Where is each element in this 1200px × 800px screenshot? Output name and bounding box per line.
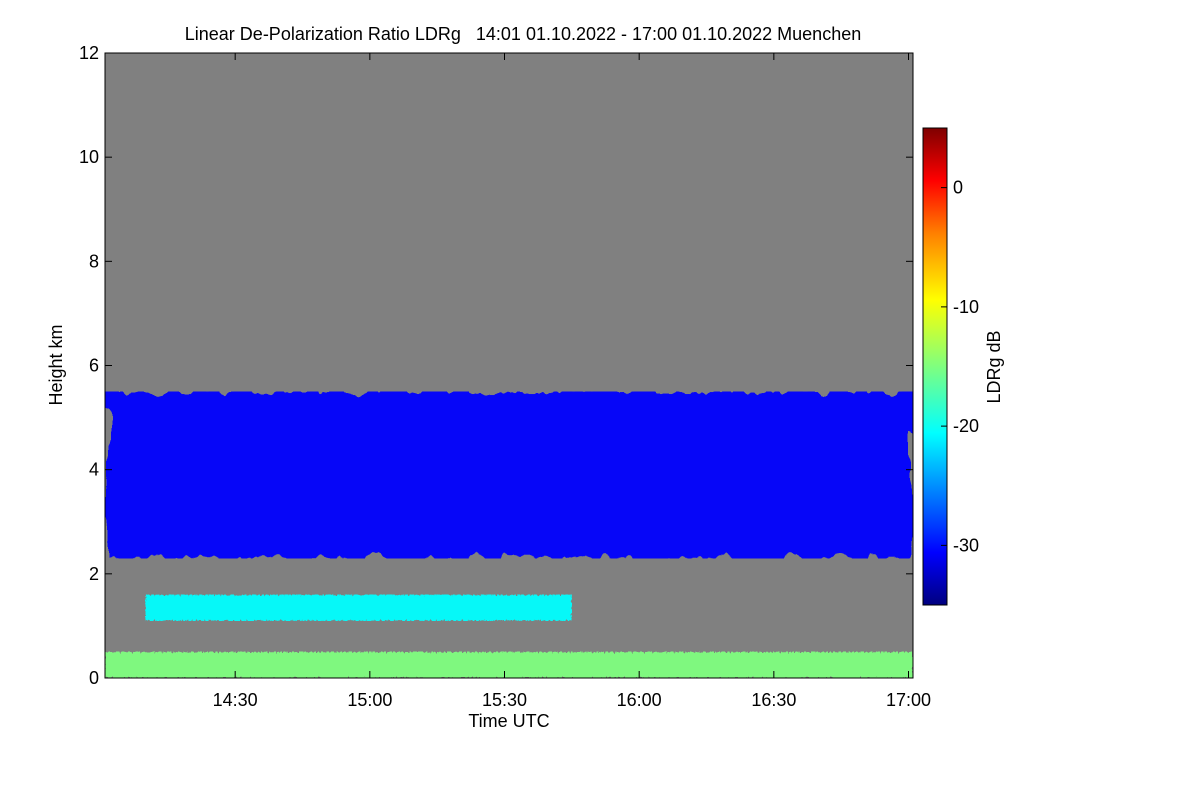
region-aerosol-layer xyxy=(145,594,572,621)
y-tick-label: 4 xyxy=(89,460,99,480)
plot-frame xyxy=(104,52,914,679)
region-boundary-layer xyxy=(105,651,913,678)
y-tick-label: 10 xyxy=(79,147,99,167)
chart-title: Linear De-Polarization Ratio LDRg 14:01 … xyxy=(185,24,861,44)
plot-background xyxy=(105,53,913,678)
x-tick-label: 14:30 xyxy=(213,690,258,710)
y-tick-label: 0 xyxy=(89,668,99,688)
y-tick-label: 8 xyxy=(89,251,99,271)
x-tick-label: 16:00 xyxy=(617,690,662,710)
data-layers xyxy=(105,391,913,678)
y-axis: 0 2 4 6 8 10 12 xyxy=(79,43,913,688)
x-tick-label: 16:30 xyxy=(751,690,796,710)
x-axis-label: Time UTC xyxy=(468,711,549,731)
colorbar-tick-label: -30 xyxy=(953,535,979,555)
y-tick-label: 6 xyxy=(89,356,99,376)
x-axis: 14:30 15:00 15:30 16:00 16:30 17:00 xyxy=(213,53,931,710)
y-tick-label: 2 xyxy=(89,564,99,584)
region-cloud-layer xyxy=(105,391,913,559)
colorbar-ticks: 0 -10 -20 -30 xyxy=(941,178,979,555)
colorbar-tick-label: 0 xyxy=(953,178,963,198)
x-tick-label: 17:00 xyxy=(886,690,931,710)
colorbar-tick-label: -10 xyxy=(953,297,979,317)
x-tick-label: 15:00 xyxy=(347,690,392,710)
y-axis-label: Height km xyxy=(46,324,66,405)
colorbar-label: LDRg dB xyxy=(984,330,1004,403)
x-tick-label: 15:30 xyxy=(482,690,527,710)
y-tick-label: 12 xyxy=(79,43,99,63)
colorbar xyxy=(922,127,948,606)
colorbar-tick-label: -20 xyxy=(953,416,979,436)
